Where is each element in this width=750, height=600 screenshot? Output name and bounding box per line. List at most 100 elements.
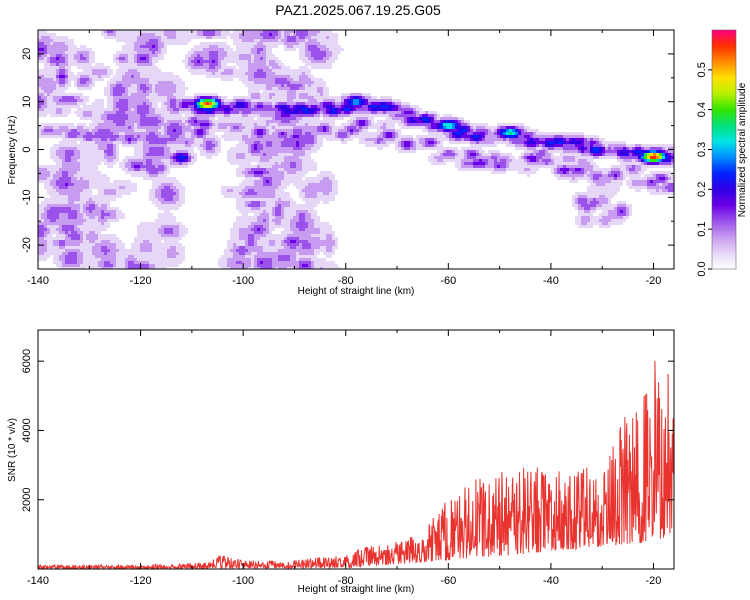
heatmap-cell	[245, 162, 248, 165]
heatmap-cell	[104, 144, 107, 147]
heatmap-cell	[104, 147, 107, 150]
heatmap-cell	[131, 75, 134, 78]
heatmap-cell	[131, 144, 134, 147]
heatmap-cell	[272, 144, 275, 147]
heatmap-cell	[104, 90, 107, 93]
heatmap-cell	[308, 111, 311, 114]
heatmap-cell	[143, 147, 146, 150]
heatmap-cell	[155, 30, 158, 33]
heatmap-cell	[140, 36, 143, 39]
heatmap-cell	[134, 156, 137, 159]
heatmap-cell	[68, 63, 71, 66]
heatmap-cell	[77, 129, 80, 132]
heatmap-cell	[149, 123, 152, 126]
heatmap-cell	[65, 150, 68, 153]
heatmap-cell	[569, 156, 572, 159]
heatmap-cell	[671, 147, 674, 150]
heatmap-cell	[269, 153, 272, 156]
heatmap-cell	[485, 144, 488, 147]
heatmap-cell	[368, 117, 371, 120]
heatmap-cell	[371, 102, 374, 105]
heatmap-cell	[44, 60, 47, 63]
heatmap-cell	[479, 123, 482, 126]
heatmap-cell	[437, 153, 440, 156]
heatmap-cell	[197, 63, 200, 66]
heatmap-cell	[551, 153, 554, 156]
heatmap-cell	[155, 150, 158, 153]
heatmap-cell	[572, 159, 575, 162]
heatmap-cell	[68, 42, 71, 45]
heatmap-cell	[98, 111, 101, 114]
heatmap-cell	[290, 87, 293, 90]
heatmap-cell	[164, 162, 167, 165]
heatmap-cell	[509, 138, 512, 141]
heatmap-cell	[281, 144, 284, 147]
heatmap-cell	[86, 63, 89, 66]
heatmap-cell	[293, 108, 296, 111]
heatmap-cell	[359, 135, 362, 138]
heatmap-cell	[128, 120, 131, 123]
heatmap-cell	[203, 33, 206, 36]
heatmap-cell	[281, 42, 284, 45]
heatmap-cell	[653, 153, 656, 156]
heatmap-cell	[272, 93, 275, 96]
heatmap-cell	[290, 75, 293, 78]
heatmap-cell	[251, 42, 254, 45]
heatmap-cell	[164, 87, 167, 90]
heatmap-cell	[71, 45, 74, 48]
heatmap-cell	[281, 30, 284, 33]
heatmap-cell	[437, 135, 440, 138]
heatmap-cell	[272, 66, 275, 69]
heatmap-cell	[290, 153, 293, 156]
heatmap-cell	[317, 138, 320, 141]
heatmap-cell	[401, 135, 404, 138]
heatmap-cell	[554, 132, 557, 135]
heatmap-cell	[65, 108, 68, 111]
heatmap-cell	[416, 111, 419, 114]
heatmap-cell	[194, 72, 197, 75]
heatmap-cell	[161, 99, 164, 102]
heatmap-cell	[263, 48, 266, 51]
heatmap-cell	[509, 129, 512, 132]
heatmap-cell	[56, 48, 59, 51]
heatmap-cell	[440, 138, 443, 141]
heatmap-cell	[98, 102, 101, 105]
heatmap-cell	[272, 36, 275, 39]
heatmap-cell	[581, 153, 584, 156]
heatmap-cell	[146, 150, 149, 153]
heatmap-cell	[335, 54, 338, 57]
heatmap-cell	[323, 30, 326, 33]
heatmap-cell	[320, 111, 323, 114]
heatmap-cell	[263, 51, 266, 54]
heatmap-cell	[140, 54, 143, 57]
heatmap-cell	[62, 105, 65, 108]
heatmap-cell	[434, 117, 437, 120]
heatmap-cell	[134, 135, 137, 138]
heatmap-cell	[146, 117, 149, 120]
heatmap-cell	[287, 132, 290, 135]
heatmap-cell	[158, 153, 161, 156]
heatmap-cell	[404, 105, 407, 108]
heatmap-cell	[44, 78, 47, 81]
heatmap-cell	[65, 132, 68, 135]
heatmap-cell	[302, 129, 305, 132]
heatmap-cell	[539, 132, 542, 135]
heatmap-cell	[407, 123, 410, 126]
heatmap-cell	[404, 141, 407, 144]
heatmap-cell	[107, 72, 110, 75]
heatmap-cell	[80, 135, 83, 138]
heatmap-cell	[503, 129, 506, 132]
heatmap-cell	[395, 138, 398, 141]
heatmap-cell	[149, 117, 152, 120]
heatmap-cell	[410, 147, 413, 150]
heatmap-cell	[134, 108, 137, 111]
heatmap-cell	[317, 114, 320, 117]
heatmap-cell	[173, 135, 176, 138]
heatmap-cell	[143, 51, 146, 54]
heatmap-cell	[497, 153, 500, 156]
heatmap-cell	[242, 138, 245, 141]
heatmap-cell	[272, 60, 275, 63]
heatmap-cell	[350, 93, 353, 96]
heatmap-cell	[362, 141, 365, 144]
heatmap-cell	[416, 108, 419, 111]
